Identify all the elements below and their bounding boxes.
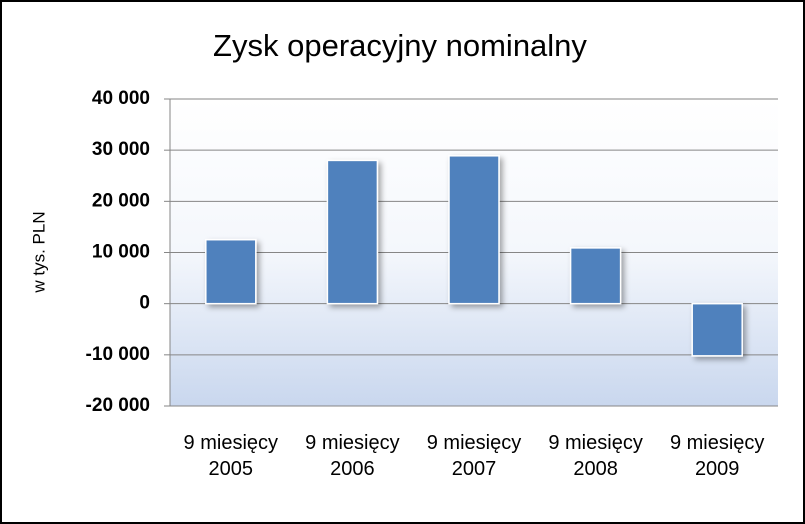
y-axis-label: w tys. PLN	[29, 211, 48, 293]
bar	[326, 159, 379, 305]
chart-title: Zysk operacyjny nominalny	[213, 28, 587, 63]
x-tick-label: 9 miesięcy 2005	[183, 432, 279, 480]
y-tick-label: -20 000	[86, 395, 150, 416]
y-tick-label: 30 000	[92, 139, 150, 160]
y-tick-label: 10 000	[92, 242, 150, 263]
bar	[691, 302, 743, 357]
y-tick-label: 0	[139, 293, 150, 314]
bar	[205, 238, 257, 305]
y-tick-label: 40 000	[92, 88, 150, 109]
y-tick-label: 20 000	[92, 190, 150, 211]
bar	[448, 155, 500, 305]
y-tick-label: -10 000	[86, 344, 150, 365]
x-tick-label: 9 miesięcy 2006	[305, 432, 400, 480]
x-tick-label: 9 miesięcy 2008	[548, 432, 643, 480]
x-tick-label: 9 miesięcy 2009	[669, 432, 765, 480]
x-tick-label: 9 miesięcy 2007	[426, 432, 522, 480]
bar	[569, 247, 622, 305]
